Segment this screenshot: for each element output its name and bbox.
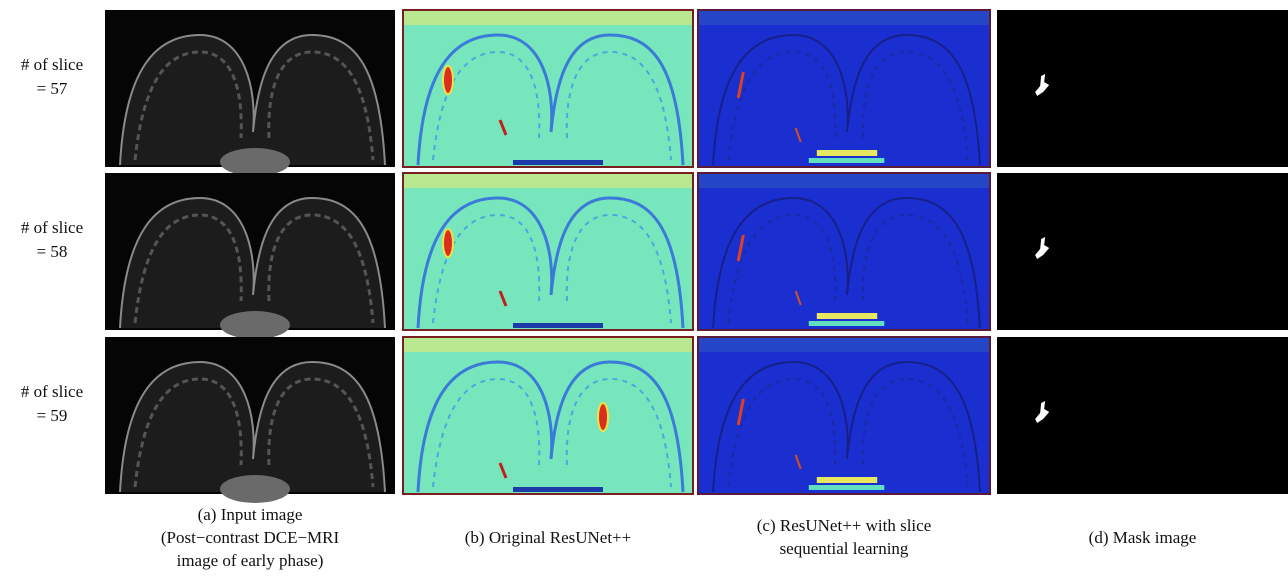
- body-region: [220, 311, 290, 339]
- image-panel: [997, 173, 1288, 330]
- image-panel: [105, 10, 395, 176]
- row-label: # of slice: [21, 55, 83, 74]
- top-band: [404, 338, 692, 352]
- image-panel: [105, 337, 395, 503]
- image-panel: [403, 173, 693, 330]
- image-panel: [698, 173, 990, 330]
- figure: # of slice = 57 # of slice = 58 # of slice = …: [0, 0, 1288, 574]
- top-band: [699, 11, 989, 25]
- bottom-band: [809, 485, 885, 490]
- column-caption: sequential learning: [780, 539, 909, 558]
- column-caption: (d) Mask image: [1089, 528, 1197, 547]
- bottom-band: [513, 487, 603, 492]
- image-panel: [997, 337, 1288, 494]
- bottom-band: [809, 321, 885, 326]
- bottom-band: [817, 150, 877, 156]
- top-band: [699, 174, 989, 188]
- panel-background: [698, 10, 990, 167]
- column-caption: (b) Original ResUNet++: [465, 528, 631, 547]
- hotspot: [443, 66, 453, 94]
- row-label: = 59: [37, 406, 68, 425]
- row-label: # of slice: [21, 218, 83, 237]
- hotspot: [443, 229, 453, 257]
- top-band: [404, 174, 692, 188]
- column-caption: (a) Input image: [198, 505, 303, 524]
- panel-background: [698, 337, 990, 494]
- column-caption: (Post−contrast DCE−MRI: [161, 528, 340, 547]
- row-label: # of slice: [21, 382, 83, 401]
- bottom-band: [513, 323, 603, 328]
- panel-background: [698, 173, 990, 330]
- row-label: = 57: [37, 79, 68, 98]
- image-panel: [698, 337, 990, 494]
- bottom-band: [817, 313, 877, 319]
- top-band: [404, 11, 692, 25]
- row-label: = 58: [37, 242, 68, 261]
- image-panel: [403, 337, 693, 494]
- image-panel: [403, 10, 693, 167]
- body-region: [220, 148, 290, 176]
- image-panel: [105, 173, 395, 339]
- column-caption: image of early phase): [177, 551, 324, 570]
- top-band: [699, 338, 989, 352]
- column-caption: (c) ResUNet++ with slice: [757, 516, 932, 535]
- image-panel: [698, 10, 990, 167]
- body-region: [220, 475, 290, 503]
- bottom-band: [809, 158, 885, 163]
- bottom-band: [817, 477, 877, 483]
- image-panel: [997, 10, 1288, 167]
- bottom-band: [513, 160, 603, 165]
- hotspot: [598, 403, 608, 431]
